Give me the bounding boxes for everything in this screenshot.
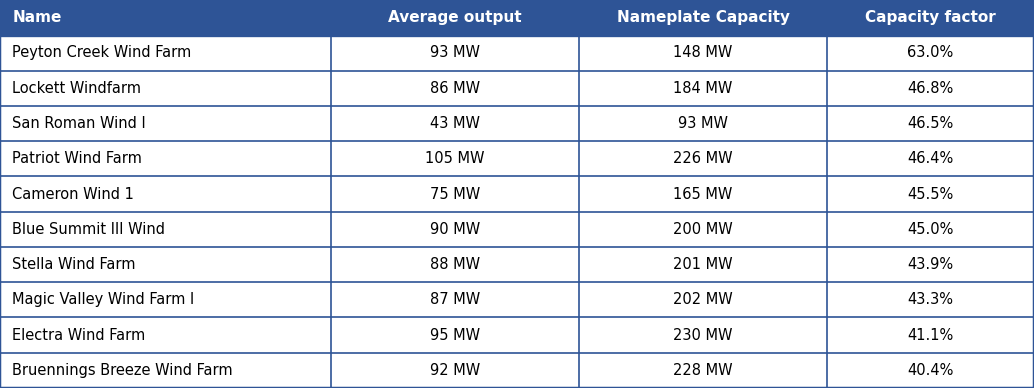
Text: 86 MW: 86 MW <box>430 81 480 96</box>
Bar <box>331 106 579 141</box>
Bar <box>579 0 827 35</box>
Bar <box>827 35 1034 71</box>
Bar <box>827 247 1034 282</box>
Text: 43.9%: 43.9% <box>908 257 953 272</box>
Bar <box>579 177 827 211</box>
Text: 202 MW: 202 MW <box>673 292 733 307</box>
Bar <box>331 353 579 388</box>
Bar <box>579 141 827 177</box>
Text: 90 MW: 90 MW <box>430 222 480 237</box>
Bar <box>331 211 579 247</box>
Text: Electra Wind Farm: Electra Wind Farm <box>12 327 146 343</box>
Text: 40.4%: 40.4% <box>908 363 953 378</box>
Text: 92 MW: 92 MW <box>430 363 480 378</box>
Bar <box>0 317 331 353</box>
Bar <box>827 141 1034 177</box>
Text: 45.0%: 45.0% <box>908 222 953 237</box>
Bar <box>827 317 1034 353</box>
Bar <box>331 177 579 211</box>
Bar <box>579 247 827 282</box>
Bar <box>579 282 827 317</box>
Bar <box>827 106 1034 141</box>
Text: 43 MW: 43 MW <box>430 116 480 131</box>
Text: 105 MW: 105 MW <box>425 151 485 166</box>
Text: 75 MW: 75 MW <box>430 187 480 201</box>
Text: Name: Name <box>12 10 62 25</box>
Text: Bruennings Breeze Wind Farm: Bruennings Breeze Wind Farm <box>12 363 233 378</box>
Bar <box>331 247 579 282</box>
Text: 45.5%: 45.5% <box>908 187 953 201</box>
Bar <box>0 282 331 317</box>
Text: Patriot Wind Farm: Patriot Wind Farm <box>12 151 143 166</box>
Text: Average output: Average output <box>388 10 522 25</box>
Bar <box>331 282 579 317</box>
Bar <box>579 353 827 388</box>
Bar <box>331 317 579 353</box>
Text: 201 MW: 201 MW <box>673 257 733 272</box>
Bar <box>827 0 1034 35</box>
Text: 200 MW: 200 MW <box>673 222 733 237</box>
Bar <box>579 71 827 106</box>
Bar <box>0 141 331 177</box>
Bar <box>579 211 827 247</box>
Text: Cameron Wind 1: Cameron Wind 1 <box>12 187 134 201</box>
Bar <box>0 0 331 35</box>
Bar <box>0 247 331 282</box>
Bar <box>827 353 1034 388</box>
Bar <box>331 141 579 177</box>
Bar <box>827 177 1034 211</box>
Text: 87 MW: 87 MW <box>430 292 480 307</box>
Text: Lockett Windfarm: Lockett Windfarm <box>12 81 142 96</box>
Text: 93 MW: 93 MW <box>430 45 480 61</box>
Bar <box>331 71 579 106</box>
Bar <box>579 106 827 141</box>
Text: 41.1%: 41.1% <box>908 327 953 343</box>
Bar <box>331 35 579 71</box>
Text: 93 MW: 93 MW <box>678 116 728 131</box>
Bar <box>0 35 331 71</box>
Bar <box>0 106 331 141</box>
Bar <box>579 317 827 353</box>
Text: 43.3%: 43.3% <box>908 292 953 307</box>
Text: 46.8%: 46.8% <box>908 81 953 96</box>
Text: Blue Summit III Wind: Blue Summit III Wind <box>12 222 165 237</box>
Bar <box>827 211 1034 247</box>
Text: 88 MW: 88 MW <box>430 257 480 272</box>
Bar <box>0 353 331 388</box>
Text: Stella Wind Farm: Stella Wind Farm <box>12 257 135 272</box>
Text: 95 MW: 95 MW <box>430 327 480 343</box>
Bar <box>331 0 579 35</box>
Text: 46.4%: 46.4% <box>908 151 953 166</box>
Bar <box>827 282 1034 317</box>
Text: Capacity factor: Capacity factor <box>865 10 996 25</box>
Text: San Roman Wind I: San Roman Wind I <box>12 116 146 131</box>
Text: 63.0%: 63.0% <box>908 45 953 61</box>
Bar <box>0 177 331 211</box>
Text: 148 MW: 148 MW <box>673 45 733 61</box>
Bar <box>827 71 1034 106</box>
Bar <box>0 71 331 106</box>
Text: 165 MW: 165 MW <box>673 187 733 201</box>
Text: 230 MW: 230 MW <box>673 327 733 343</box>
Text: Magic Valley Wind Farm I: Magic Valley Wind Farm I <box>12 292 194 307</box>
Text: Peyton Creek Wind Farm: Peyton Creek Wind Farm <box>12 45 191 61</box>
Bar <box>579 35 827 71</box>
Text: 46.5%: 46.5% <box>908 116 953 131</box>
Text: Nameplate Capacity: Nameplate Capacity <box>616 10 790 25</box>
Text: 226 MW: 226 MW <box>673 151 733 166</box>
Text: 184 MW: 184 MW <box>673 81 733 96</box>
Text: 228 MW: 228 MW <box>673 363 733 378</box>
Bar <box>0 211 331 247</box>
